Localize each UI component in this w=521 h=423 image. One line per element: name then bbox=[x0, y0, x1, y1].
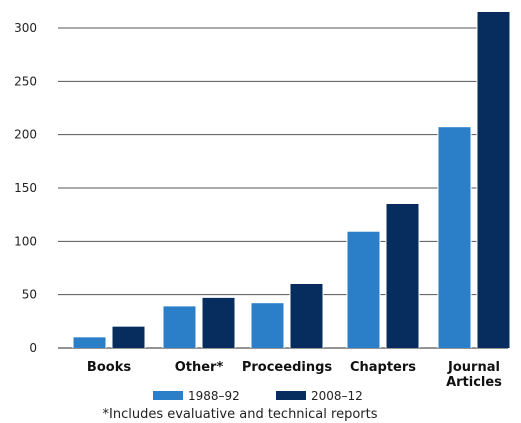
y-tick-label: 50 bbox=[22, 288, 37, 302]
bar bbox=[251, 303, 284, 348]
bar bbox=[386, 204, 419, 348]
category-label: Articles bbox=[446, 375, 502, 390]
bar bbox=[290, 284, 323, 348]
bar bbox=[477, 12, 510, 348]
category-label: Chapters bbox=[350, 360, 416, 375]
category-label: Other* bbox=[175, 360, 224, 375]
y-tick-label: 150 bbox=[14, 181, 37, 195]
category-labels: Books Other* Proceedings Chapters JournalArt… bbox=[87, 360, 502, 390]
bar bbox=[73, 337, 106, 348]
category-label: Journal bbox=[447, 360, 500, 375]
legend-label: 2008–12 bbox=[311, 389, 363, 403]
legend: 1988–92 2008–12 bbox=[153, 389, 363, 403]
y-tick-label: 200 bbox=[14, 128, 37, 142]
category-label: Books bbox=[87, 360, 131, 375]
legend-swatch bbox=[276, 391, 306, 400]
bar bbox=[163, 306, 196, 348]
bar bbox=[112, 326, 145, 348]
bar bbox=[347, 231, 380, 348]
y-tick-label: 0 bbox=[29, 341, 37, 355]
category-label: Proceedings bbox=[242, 360, 333, 375]
bar bbox=[202, 297, 235, 348]
y-tick-label: 300 bbox=[14, 21, 37, 35]
y-axis-ticks: 0 50 100 150 200 250 300 bbox=[14, 21, 37, 355]
legend-label: 1988–92 bbox=[188, 389, 240, 403]
legend-swatch bbox=[153, 391, 183, 400]
footnote: *Includes evaluative and technical repor… bbox=[103, 407, 378, 422]
y-tick-label: 100 bbox=[14, 234, 37, 248]
bars bbox=[72, 11, 511, 348]
gridlines bbox=[58, 27, 508, 349]
y-tick-label: 250 bbox=[14, 74, 37, 88]
bar bbox=[438, 127, 471, 348]
